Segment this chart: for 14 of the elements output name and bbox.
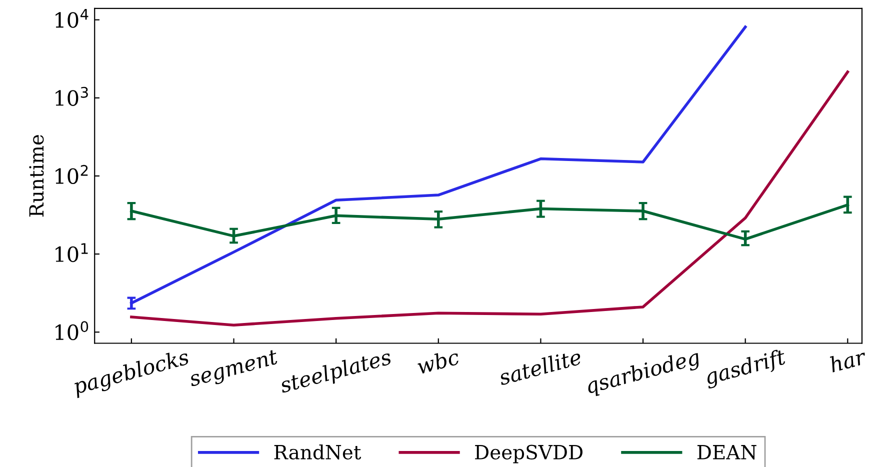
legend-label: DEAN [697,445,756,460]
x-tick-label: satellite [498,348,582,386]
y-tick-label: 10$^{2}$ [56,164,88,184]
x-tick-label: wbc [416,348,460,374]
y-tick-label: 10$^{4}$ [56,8,88,28]
y-tick-label: 10$^{0}$ [56,321,88,340]
y-axis-title: Runtime [29,134,44,217]
y-tick-label: 10$^{3}$ [56,86,88,106]
line-series [130,26,747,305]
y-tick-label: 10$^{1}$ [56,243,88,262]
line-series [130,70,850,326]
legend-label: DeepSVDD [475,444,582,464]
x-tick-label: har [828,348,868,373]
legend-label: RandNet [274,444,362,460]
